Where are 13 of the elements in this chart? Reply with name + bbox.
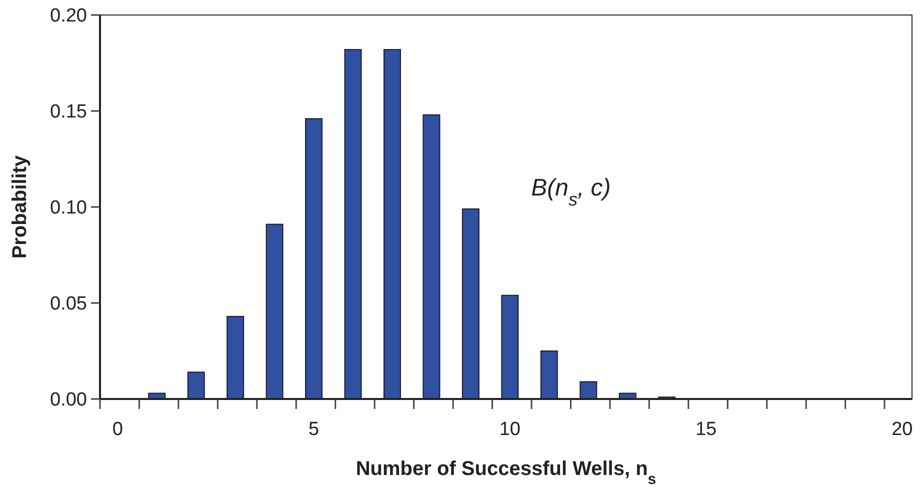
x-tick-label: 0 <box>112 419 123 440</box>
x-tick-label: 10 <box>499 419 520 440</box>
y-tick-label: 0.20 <box>50 6 87 27</box>
y-axis-title: Probability <box>9 154 31 259</box>
x-tick-label: 15 <box>695 419 717 440</box>
y-tick-label: 0.00 <box>50 390 87 411</box>
annotation: B(n$_{s}$, c) <box>531 174 611 210</box>
y-tick-label: 0.10 <box>50 198 87 219</box>
y-tick-label: 0.15 <box>50 102 87 123</box>
x-axis-title: Number of Successful Wells, n$_{s}$ <box>356 458 656 487</box>
x-tick-label: 20 <box>892 419 913 440</box>
y-tick-label: 0.05 <box>50 294 87 315</box>
x-tick-label: 5 <box>308 419 320 440</box>
